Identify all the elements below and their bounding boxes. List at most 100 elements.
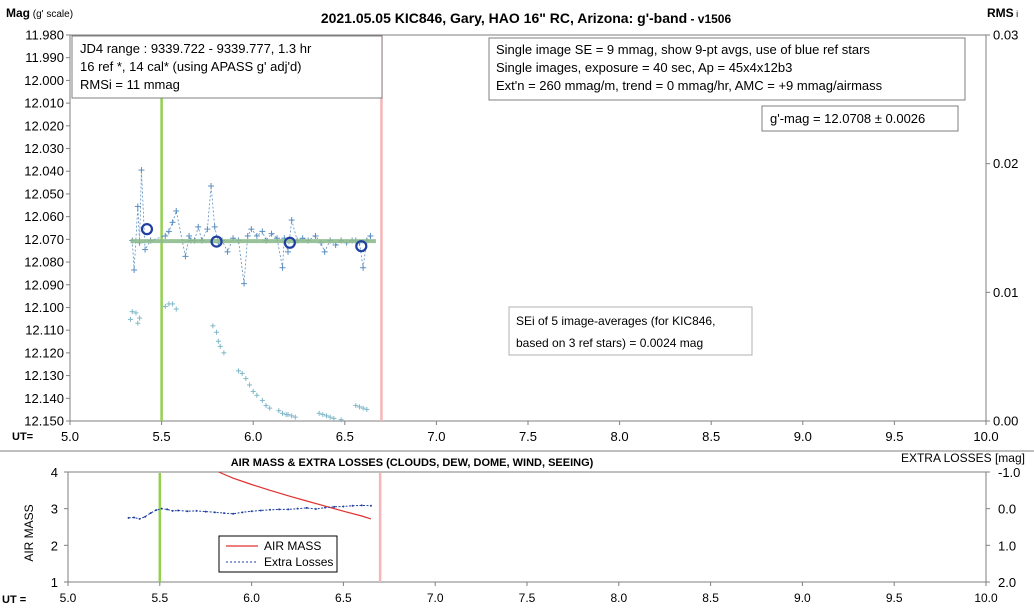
legend-extra-losses-label: Extra Losses — [264, 555, 333, 569]
rms-point — [129, 309, 135, 315]
extra-losses-point — [333, 505, 336, 508]
sub-chart-title: AIR MASS & EXTRA LOSSES (CLOUDS, DEW, DO… — [231, 457, 594, 469]
sub-x-ticks: 5.0 5.5 6.0 6.5 7.0 7.5 8.0 8.5 9.0 9.5 10.0 — [60, 582, 998, 605]
jd-range-box: JD4 range : 9339.722 - 9339.777, 1.3 hr … — [71, 35, 383, 99]
main-vertical-markers — [160, 36, 383, 421]
extra-losses-point — [296, 507, 299, 510]
extra-losses-point — [278, 508, 281, 511]
rms-point — [323, 413, 329, 419]
airmass-line — [218, 471, 372, 520]
main-y-ticks: 11.980 11.990 12.000 12.010 12.020 12.030 12.0… — [24, 28, 70, 429]
main-y2-tick-label: 0.02 — [993, 156, 1018, 171]
sub-y-ticks: 1 2 3 4 — [51, 465, 68, 590]
main-x-ticks: 5.0 5.5 6.0 6.5 7.0 7.5 8.0 8.5 9.0 9.5 10.0 — [61, 421, 999, 444]
target-individual-point — [138, 167, 145, 174]
main-x-tick-label: 10.0 — [973, 429, 998, 444]
extra-losses-point — [149, 512, 152, 515]
sub-x-tick-label: 9.5 — [886, 591, 903, 605]
target-individual-point — [186, 232, 193, 239]
main-y-tick-label: 12.090 — [24, 277, 64, 292]
target-individual-point — [268, 230, 275, 237]
info-box: Single image SE = 9 mmag, show 9-pt avgs… — [488, 37, 966, 101]
main-y2-ticks: 0.03 0.02 0.01 0.00 — [986, 28, 1018, 429]
extra-losses-point — [127, 516, 130, 519]
extra-losses-point — [138, 517, 141, 520]
main-x-tick-label: 5.0 — [61, 429, 79, 444]
rms-point — [173, 306, 179, 312]
target-individual-point — [182, 253, 189, 260]
jd-range-line-3: RMSi = 11 mmag — [80, 77, 180, 92]
target-average-series — [140, 223, 368, 253]
sub-x-tick-label: 10.0 — [974, 591, 998, 605]
main-chart-title: 2021.05.05 KIC846, Gary, HAO 16" RC, Ari… — [321, 10, 732, 26]
rms-point — [217, 343, 223, 349]
sub-y2-axis-label: EXTRA LOSSES [mag] — [901, 451, 1025, 465]
target-individual-point — [142, 246, 149, 253]
extra-losses-point — [171, 509, 174, 512]
gmag-value: g'-mag = 12.0708 ± 0.0026 — [770, 111, 925, 126]
sub-x-axis-tag: UT = — [2, 594, 26, 606]
rms-point — [215, 338, 221, 344]
target-individual-point — [244, 232, 251, 239]
sub-x-tick-label: 6.5 — [335, 591, 352, 605]
extra-losses-point — [232, 512, 235, 515]
sub-y2-tick-label: 0.0 — [998, 502, 1016, 517]
main-x-tick-label: 6.0 — [244, 429, 262, 444]
sub-x-tick-label: 5.0 — [60, 591, 77, 605]
rms-point — [327, 414, 333, 420]
rms-point — [162, 303, 168, 309]
rms-point — [254, 392, 260, 398]
rms-point — [170, 301, 176, 307]
main-x-tick-label: 6.5 — [336, 429, 354, 444]
rms-point — [289, 413, 295, 419]
main-y-axis-label: Mag (g' scale) — [6, 6, 73, 20]
target-individual-point — [360, 264, 367, 271]
extra-losses-point — [360, 504, 363, 507]
rms-point — [214, 329, 220, 335]
target-individual-point — [259, 228, 266, 235]
rms-point — [320, 412, 326, 418]
rms-point — [353, 403, 359, 409]
extra-losses-point — [342, 505, 345, 508]
target-average-point — [210, 235, 223, 248]
target-individual-point — [279, 264, 286, 271]
main-y-tick-label: 12.150 — [24, 414, 64, 429]
rms-point — [360, 405, 366, 411]
sei-line-1: SEi of 5 image-averages (for KIC846, — [516, 314, 715, 328]
target-individual-point — [241, 280, 248, 287]
main-y-tick-label: 12.050 — [24, 186, 64, 201]
main-y-tick-label: 11.980 — [25, 28, 64, 43]
target-individual-point — [131, 267, 138, 274]
sub-y2-ticks: -1.0 0.0 1.0 2.0 — [986, 465, 1020, 590]
target-individual-point — [169, 219, 176, 226]
sub-y-axis-label: AIR MASS — [22, 504, 36, 561]
target-average-point — [283, 236, 296, 249]
rms-point — [247, 382, 253, 388]
extra-losses-point — [195, 509, 198, 512]
main-y2-tick-label: 0.00 — [993, 414, 1018, 429]
rms-point — [356, 404, 362, 410]
legend-airmass-label: AIR MASS — [264, 539, 321, 553]
main-y-tick-label: 12.040 — [24, 164, 64, 179]
sub-y-tick-label: 3 — [51, 502, 58, 517]
sub-y-tick-label: 2 — [51, 538, 58, 553]
target-average-point — [355, 240, 368, 253]
sub-vertical-markers — [158, 473, 382, 582]
extra-losses-point — [241, 511, 244, 514]
main-x-tick-label: 9.0 — [794, 429, 812, 444]
rms-point — [331, 415, 337, 421]
rms-point — [243, 376, 249, 382]
extra-losses-point — [204, 510, 207, 513]
rms-point — [137, 315, 143, 321]
rms-point — [135, 320, 141, 326]
sei-box: SEi of 5 image-averages (for KIC846, bas… — [508, 306, 753, 356]
extra-losses-point — [144, 515, 147, 518]
rms-series — [127, 301, 370, 423]
extra-losses-point — [166, 508, 169, 511]
sub-series — [127, 471, 372, 520]
extra-losses-point — [268, 508, 271, 511]
target-individual-point — [162, 232, 169, 239]
rms-point — [364, 406, 370, 412]
extra-losses-point — [305, 506, 308, 509]
